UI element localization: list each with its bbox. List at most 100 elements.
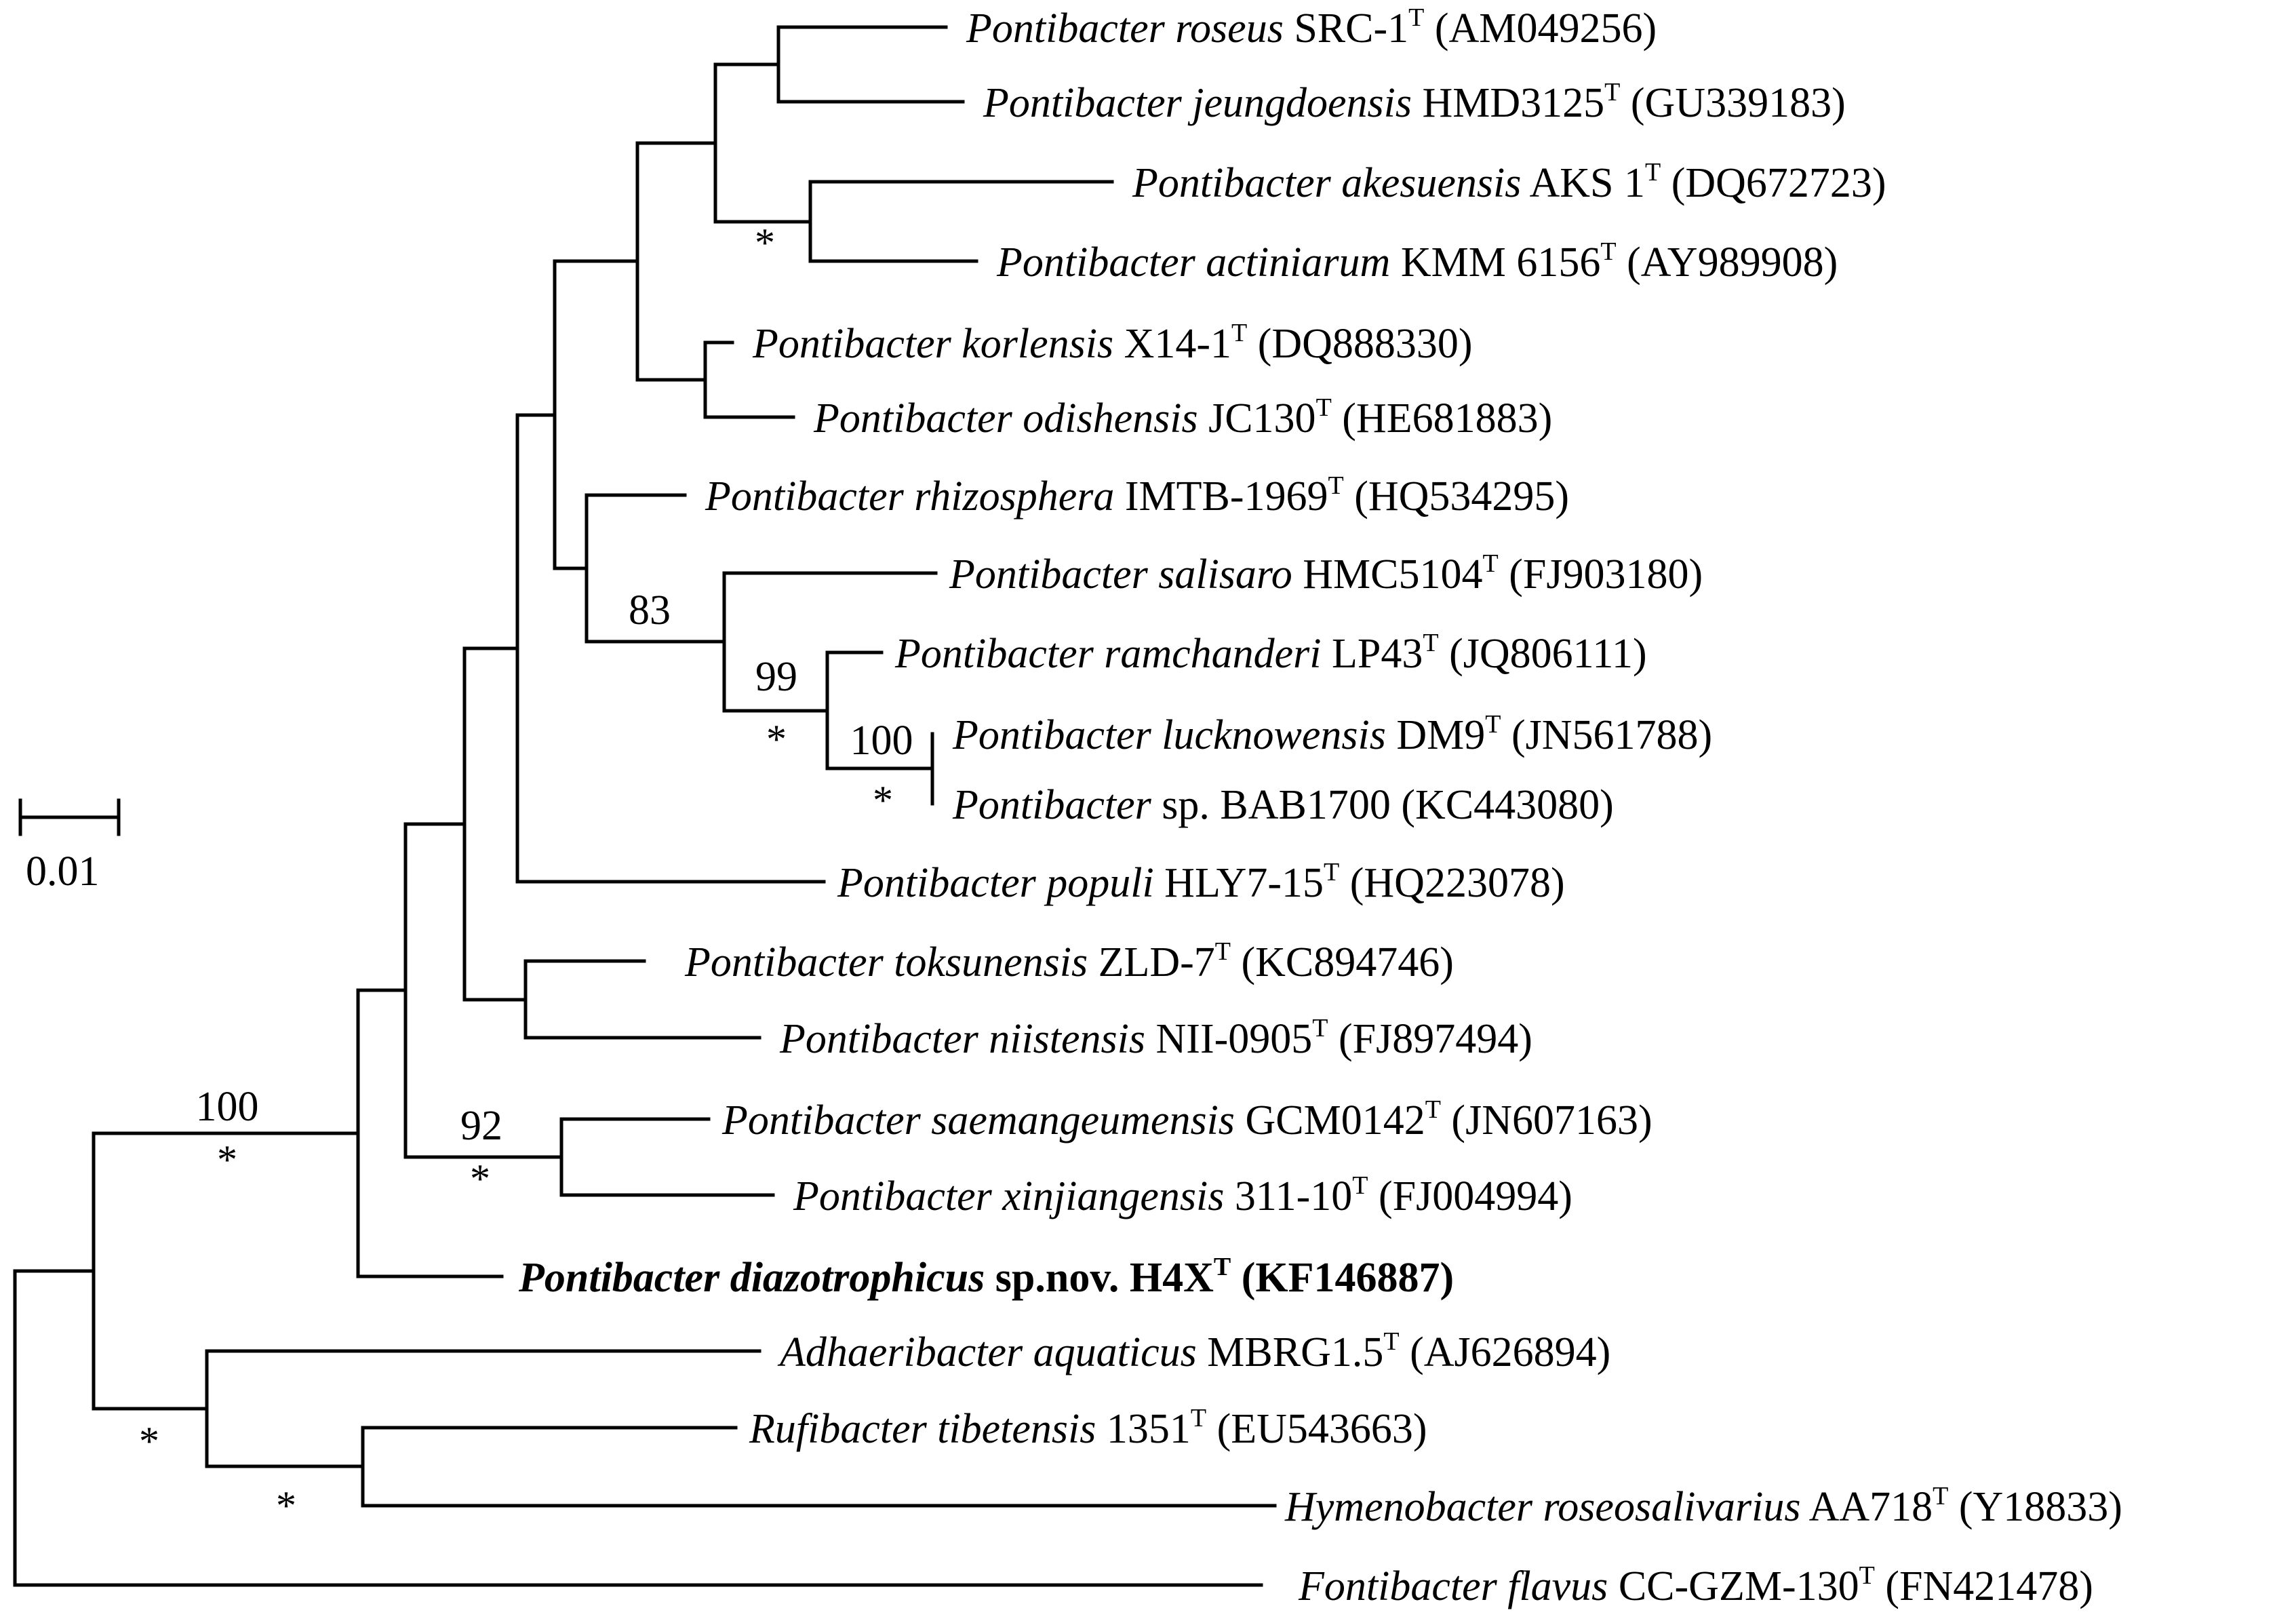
taxon-strain: HMC5104	[1292, 551, 1483, 598]
taxon-accession: (Y18833)	[1948, 1484, 2122, 1530]
taxon-genus: Pontibacter niistensis	[779, 1016, 1145, 1062]
taxon-accession: (EU543663)	[1206, 1406, 1427, 1452]
taxon-strain: 1351	[1096, 1406, 1191, 1452]
type-strain-mark: T	[1645, 158, 1661, 187]
taxon-genus: Pontibacter diazotrophicus	[518, 1255, 985, 1301]
type-strain-mark: T	[1324, 858, 1339, 886]
taxon-genus: Hymenobacter roseosalivarius	[1284, 1484, 1801, 1530]
taxon-label-5: Pontibacter korlensis X14-1T (DQ888330)	[752, 319, 1473, 367]
taxon-accession: (AY989908)	[1617, 239, 1838, 286]
type-strain-mark: T	[1859, 1561, 1875, 1590]
taxon-strain: HLY7-15	[1154, 860, 1324, 906]
type-strain-mark: T	[1933, 1482, 1948, 1510]
taxon-strain: X14-1	[1113, 321, 1231, 367]
taxon-genus: Pontibacter salisaro	[949, 551, 1292, 598]
taxon-strain: GCM0142	[1235, 1097, 1425, 1143]
taxon-accession: (FN421478)	[1875, 1563, 2093, 1609]
taxon-accession: (GU339183)	[1620, 80, 1845, 126]
taxon-strain: AA718	[1801, 1484, 1933, 1530]
taxon-label-14: Pontibacter niistensis NII-0905T (FJ8974…	[779, 1014, 1532, 1062]
taxon-genus: Pontibacter akesuensis	[1132, 160, 1521, 206]
support-mark-1: *	[755, 220, 775, 265]
taxon-label-13: Pontibacter toksunensis ZLD-7T (KC894746…	[684, 937, 1454, 985]
taxon-label-12: Pontibacter populi HLY7-15T (HQ223078)	[837, 858, 1565, 906]
taxon-label-19: Rufibacter tibetensis 1351T (EU543663)	[749, 1404, 1427, 1452]
taxon-strain: ZLD-7	[1088, 939, 1215, 985]
taxon-label-11: Pontibacter sp. BAB1700 (KC443080)	[952, 782, 1614, 828]
taxon-label-6: Pontibacter odishensis JC130T (HE681883)	[813, 393, 1552, 442]
type-strain-mark: T	[1214, 1253, 1231, 1281]
type-strain-mark: T	[1191, 1404, 1206, 1432]
tree-branches	[13, 25, 1277, 1587]
taxon-label-21: Fontibacter flavus CC-GZM-130T (FN421478…	[1298, 1561, 2093, 1609]
taxon-strain: sp. BAB1700	[1151, 782, 1391, 828]
taxon-genus: Adhaeribacter aquaticus	[777, 1329, 1197, 1375]
support-value-4: 100	[196, 1084, 259, 1130]
type-strain-mark: T	[1312, 1014, 1328, 1042]
taxon-genus: Pontibacter jeungdoensis	[983, 80, 1412, 126]
taxon-strain: SRC-1	[1284, 5, 1408, 52]
type-strain-mark: T	[1352, 1171, 1368, 1200]
support-mark-4: *	[217, 1137, 237, 1182]
taxon-label-3: Pontibacter akesuensis AKS 1T (DQ672723)	[1132, 158, 1886, 206]
taxon-accession: (AM049256)	[1424, 5, 1657, 52]
taxon-label-15: Pontibacter saemangeumensis GCM0142T (JN…	[721, 1095, 1652, 1143]
type-strain-mark: T	[1425, 1095, 1441, 1124]
taxon-label-16: Pontibacter xinjiangensis 311-10T (FJ004…	[793, 1171, 1572, 1219]
taxon-strain: HMD3125	[1412, 80, 1604, 126]
taxon-genus: Pontibacter saemangeumensis	[721, 1097, 1235, 1143]
taxon-genus: Pontibacter populi	[837, 860, 1154, 906]
support-mark-2: *	[766, 717, 787, 762]
type-strain-mark: T	[1408, 3, 1424, 32]
taxon-genus: Fontibacter flavus	[1298, 1563, 1608, 1609]
taxon-label-20: Hymenobacter roseosalivarius AA718T (Y18…	[1284, 1482, 2122, 1530]
taxon-strain: AKS 1	[1521, 160, 1645, 206]
taxon-genus: Pontibacter rhizosphera	[705, 473, 1114, 520]
taxon-accession: (AJ626894)	[1400, 1329, 1611, 1375]
taxon-accession: (FJ004994)	[1368, 1173, 1572, 1219]
support-values: 83 99 100 100 92 * * * * * * *	[139, 220, 913, 1528]
taxon-genus: Pontibacter xinjiangensis	[793, 1173, 1224, 1219]
taxon-accession: (FJ897494)	[1328, 1016, 1532, 1062]
support-mark-7: *	[276, 1483, 296, 1528]
type-strain-mark: T	[1604, 78, 1620, 106]
scale-bar-label: 0.01	[26, 848, 100, 895]
taxon-strain: sp.nov. H4X	[985, 1255, 1214, 1301]
taxon-accession: (KC894746)	[1231, 939, 1454, 985]
taxon-accession: (FJ903180)	[1499, 551, 1703, 598]
taxon-strain: JC130	[1198, 395, 1316, 442]
type-strain-mark: T	[1383, 1327, 1399, 1356]
taxon-accession: (DQ672723)	[1661, 160, 1886, 206]
taxon-genus: Pontibacter lucknowensis	[952, 712, 1386, 758]
taxon-accession: (HQ223078)	[1339, 860, 1564, 906]
taxon-label-4: Pontibacter actiniarum KMM 6156T (AY9899…	[996, 237, 1838, 286]
taxon-labels: Pontibacter roseus SRC-1T (AM049256)Pont…	[518, 3, 2122, 1609]
taxon-accession: (JN561788)	[1501, 712, 1712, 758]
taxon-strain: KMM 6156	[1390, 239, 1600, 286]
taxon-genus: Pontibacter	[952, 782, 1152, 828]
support-value-2: 99	[755, 654, 797, 700]
taxon-genus: Pontibacter odishensis	[813, 395, 1198, 442]
support-mark-6: *	[139, 1419, 159, 1464]
type-strain-mark: T	[1215, 937, 1231, 966]
type-strain-mark: T	[1600, 237, 1616, 266]
taxon-genus: Pontibacter ramchanderi	[894, 631, 1322, 677]
taxon-strain: MBRG1.5	[1197, 1329, 1384, 1375]
type-strain-mark: T	[1483, 549, 1499, 578]
taxon-genus: Rufibacter tibetensis	[749, 1406, 1096, 1452]
support-value-3: 100	[850, 718, 913, 764]
taxon-genus: Pontibacter roseus	[966, 5, 1284, 52]
scale-bar: 0.01	[18, 798, 121, 895]
taxon-strain: IMTB-1969	[1114, 473, 1328, 520]
taxon-accession: (JQ806111)	[1439, 631, 1647, 677]
taxon-accession: (HE681883)	[1332, 395, 1552, 442]
taxon-strain: DM9	[1386, 712, 1485, 758]
support-value-1: 83	[629, 587, 671, 633]
taxon-accession: (JN607163)	[1441, 1097, 1652, 1143]
taxon-accession: (DQ888330)	[1247, 321, 1472, 367]
taxon-genus: Pontibacter korlensis	[752, 321, 1113, 367]
taxon-label-8: Pontibacter salisaro HMC5104T (FJ903180)	[949, 549, 1703, 598]
taxon-accession: (KF146887)	[1231, 1255, 1454, 1301]
taxon-genus: Pontibacter actiniarum	[996, 239, 1390, 286]
